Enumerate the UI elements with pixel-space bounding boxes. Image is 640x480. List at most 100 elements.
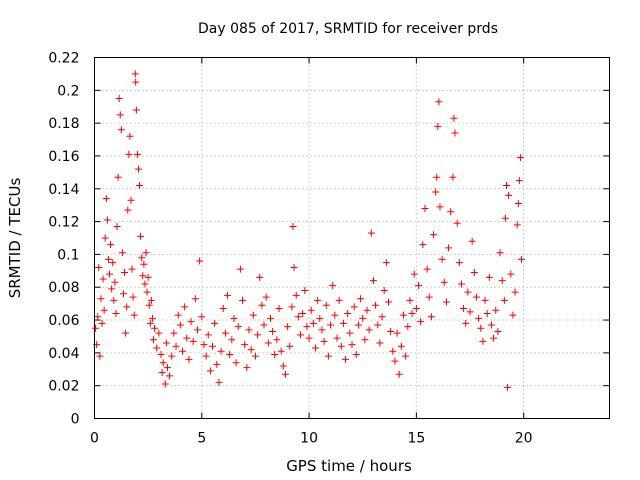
data-point bbox=[155, 329, 163, 337]
data-point bbox=[468, 237, 476, 245]
data-point bbox=[150, 336, 158, 344]
data-point bbox=[204, 331, 212, 339]
y-tick-label: 0.1 bbox=[57, 247, 79, 263]
data-point bbox=[363, 306, 371, 314]
data-point bbox=[141, 280, 149, 288]
data-point bbox=[305, 334, 313, 342]
data-point bbox=[219, 305, 227, 313]
data-point bbox=[477, 324, 485, 332]
data-point bbox=[516, 154, 524, 162]
data-point bbox=[479, 337, 487, 345]
data-point bbox=[118, 249, 126, 257]
data-point bbox=[92, 324, 100, 332]
data-point bbox=[286, 342, 294, 350]
data-point bbox=[161, 380, 169, 388]
data-point bbox=[209, 342, 217, 350]
data-point bbox=[348, 341, 356, 349]
data-point bbox=[114, 173, 122, 181]
data-point bbox=[494, 328, 502, 336]
data-point bbox=[266, 314, 274, 322]
data-point bbox=[153, 344, 161, 352]
data-point bbox=[435, 98, 443, 106]
x-axis-label: GPS time / hours bbox=[286, 457, 412, 475]
data-point bbox=[372, 301, 380, 309]
data-point bbox=[217, 347, 225, 355]
data-point bbox=[483, 309, 491, 317]
data-point bbox=[162, 339, 170, 347]
data-point bbox=[511, 288, 519, 296]
data-point bbox=[226, 351, 234, 359]
data-point bbox=[111, 278, 119, 286]
data-point bbox=[109, 259, 117, 267]
data-point bbox=[131, 70, 139, 78]
data-point bbox=[262, 293, 270, 301]
x-tick-labels: 0 5 10 15 20 bbox=[90, 431, 533, 447]
data-point bbox=[98, 319, 106, 327]
data-point bbox=[284, 323, 292, 331]
data-point bbox=[501, 214, 509, 222]
data-point bbox=[187, 318, 195, 326]
data-point bbox=[299, 309, 307, 317]
data-point bbox=[425, 293, 433, 301]
data-point bbox=[151, 324, 159, 332]
data-point bbox=[245, 326, 253, 334]
data-point bbox=[159, 359, 167, 367]
data-point bbox=[447, 208, 455, 216]
plot-frame bbox=[94, 57, 610, 419]
data-point bbox=[178, 347, 186, 355]
data-point bbox=[228, 336, 236, 344]
data-point bbox=[139, 272, 147, 280]
data-point bbox=[189, 337, 197, 345]
data-point bbox=[312, 344, 320, 352]
data-point bbox=[419, 241, 427, 249]
data-point bbox=[406, 296, 414, 304]
data-point bbox=[357, 295, 365, 303]
x-tick-label: 0 bbox=[90, 431, 99, 447]
data-point bbox=[438, 255, 446, 263]
x-tick-label: 10 bbox=[300, 431, 318, 447]
data-point bbox=[101, 234, 109, 242]
data-point bbox=[95, 264, 103, 272]
data-point bbox=[380, 287, 388, 295]
data-point bbox=[168, 352, 176, 360]
data-point bbox=[147, 296, 155, 304]
data-point bbox=[514, 200, 522, 208]
data-point bbox=[97, 295, 105, 303]
data-point bbox=[260, 321, 268, 329]
data-point bbox=[221, 329, 229, 337]
data-point bbox=[389, 347, 397, 355]
y-tick-label: 0.06 bbox=[48, 313, 79, 329]
data-point bbox=[324, 352, 332, 360]
data-point bbox=[393, 329, 401, 337]
y-tick-label: 0.2 bbox=[57, 83, 79, 99]
data-point bbox=[350, 303, 358, 311]
data-point bbox=[408, 309, 416, 317]
data-point bbox=[106, 270, 114, 278]
data-point bbox=[112, 309, 120, 317]
data-point bbox=[402, 352, 410, 360]
data-point bbox=[400, 311, 407, 319]
data-point bbox=[275, 305, 283, 313]
data-point bbox=[96, 352, 104, 360]
data-point bbox=[206, 367, 214, 375]
y-tick-labels: 0 0.02 0.04 0.06 0.08 0.1 0.12 0.14 0.16 0.18 0.2 0… bbox=[48, 51, 79, 428]
data-point bbox=[194, 326, 201, 334]
data-point bbox=[492, 306, 500, 314]
data-point bbox=[382, 259, 390, 267]
data-point bbox=[314, 296, 322, 304]
data-point bbox=[166, 372, 174, 380]
data-point bbox=[128, 265, 136, 273]
chart-title: Day 085 of 2017, SRMTID for receiver prd… bbox=[198, 21, 498, 37]
data-point bbox=[224, 291, 232, 299]
data-point bbox=[115, 95, 123, 103]
data-point bbox=[174, 311, 182, 319]
data-point bbox=[198, 313, 206, 321]
data-point bbox=[436, 203, 444, 211]
data-point bbox=[450, 114, 458, 122]
data-point bbox=[281, 370, 289, 378]
data-point bbox=[185, 355, 193, 363]
y-tick-label: 0.14 bbox=[48, 182, 79, 198]
data-point bbox=[500, 296, 508, 304]
data-point bbox=[457, 280, 465, 288]
data-point bbox=[460, 305, 468, 313]
